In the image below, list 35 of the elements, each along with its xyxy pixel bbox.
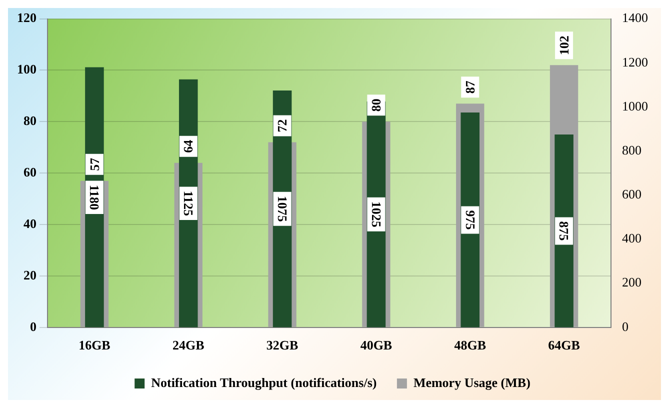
data-label: 64 xyxy=(180,139,196,153)
data-label: 102 xyxy=(556,36,572,56)
y2-tick-label: 1400 xyxy=(622,10,648,26)
y-tick-label: 20 xyxy=(24,267,36,282)
x-tick-label: 48GB xyxy=(454,338,486,353)
x-tick-label: 64GB xyxy=(548,338,580,353)
y2-tick-label: 800 xyxy=(622,142,642,158)
data-label: 80 xyxy=(368,98,384,112)
data-label: 57 xyxy=(86,157,102,171)
x-tick-label: 32GB xyxy=(266,338,299,353)
y2-tick-label: 1000 xyxy=(622,98,648,114)
data-label: 1125 xyxy=(181,190,196,217)
y2-tick-label: 0 xyxy=(622,318,628,334)
data-label: 72 xyxy=(274,119,290,132)
y2-tick-label: 200 xyxy=(622,274,642,290)
legend-label: Notification Throughput (notifications/s) xyxy=(151,374,377,390)
x-tick-label: 16GB xyxy=(78,338,111,353)
y-tick-label: 100 xyxy=(17,62,36,77)
y-tick-label: 60 xyxy=(24,164,36,180)
data-label: 875 xyxy=(556,221,572,242)
legend-label: Memory Usage (MB) xyxy=(413,374,530,390)
data-label: 1180 xyxy=(87,184,102,210)
y-tick-label: 40 xyxy=(24,216,36,231)
y2-tick-label: 1200 xyxy=(622,54,648,70)
data-label: 1075 xyxy=(274,196,290,222)
y-tick-label: 80 xyxy=(24,113,36,128)
y2-tick-label: 600 xyxy=(622,186,642,202)
y2-tick-label: 400 xyxy=(622,230,642,246)
data-label: 975 xyxy=(462,210,478,230)
data-label: 87 xyxy=(462,80,478,94)
y-tick-label: 0 xyxy=(30,318,36,334)
x-tick-label: 24GB xyxy=(172,338,205,353)
x-tick-label: 40GB xyxy=(360,338,392,353)
data-label: 1025 xyxy=(368,201,384,228)
y-tick-label: 120 xyxy=(17,10,36,26)
